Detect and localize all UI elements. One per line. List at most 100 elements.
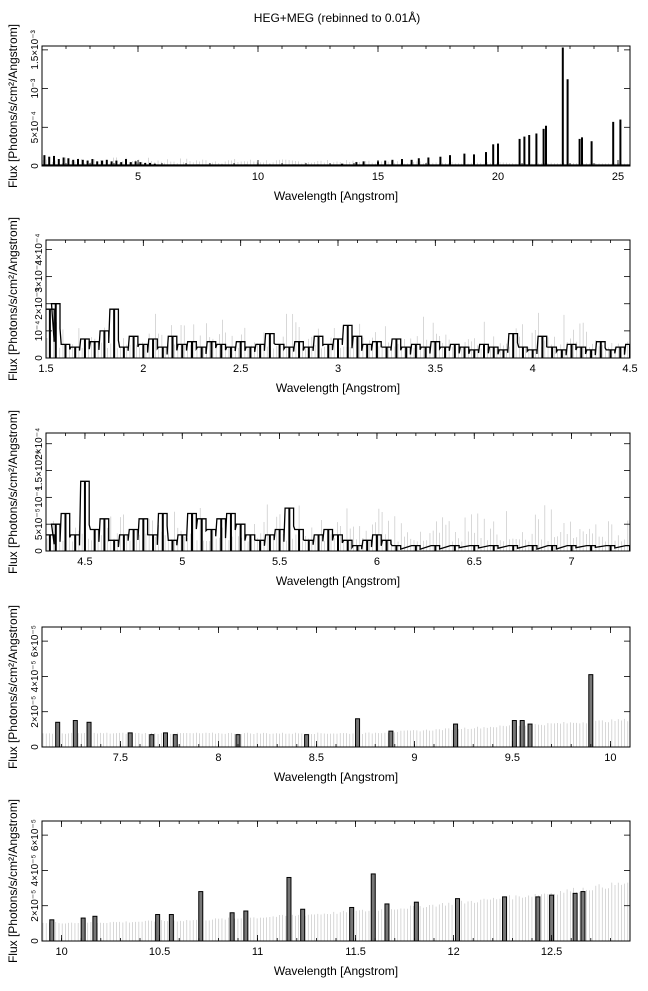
data-bar xyxy=(168,914,174,941)
y-tick-label: 10⁻⁴ xyxy=(34,321,45,342)
x-tick-label: 7.5 xyxy=(113,752,128,764)
spectrum-line xyxy=(46,480,630,551)
x-tick-label: 3 xyxy=(335,363,341,375)
y-tick-label: 2×10⁻⁴ xyxy=(34,288,45,320)
y-tick-label: 0 xyxy=(34,548,45,554)
data-bar xyxy=(511,720,517,747)
x-axis-label: Wavelength [Angstrom] xyxy=(274,770,398,784)
x-tick-label: 15 xyxy=(372,171,384,183)
data-bar xyxy=(453,723,459,747)
y-tick-label: 1.5×10⁻⁴ xyxy=(34,450,45,490)
data-bar xyxy=(300,908,306,941)
y-tick-label: 2×10⁻⁵ xyxy=(30,890,41,922)
data-bar xyxy=(549,894,555,941)
y-tick-label: 4×10⁻⁴ xyxy=(34,233,45,265)
x-axis-label: Wavelength [Angstrom] xyxy=(276,381,400,395)
plot-area xyxy=(42,873,629,941)
data-bar xyxy=(388,730,394,747)
data-bar xyxy=(86,721,92,747)
data-bar xyxy=(519,720,525,747)
data-bar xyxy=(355,718,361,747)
data-bar xyxy=(149,734,155,747)
x-tick-label: 7 xyxy=(569,556,575,568)
x-tick-label: 2.5 xyxy=(233,363,248,375)
x-tick-label: 10.5 xyxy=(149,946,170,958)
y-tick-label: 0 xyxy=(30,163,41,169)
data-bar xyxy=(535,896,541,941)
x-tick-label: 10 xyxy=(604,752,616,764)
x-tick-label: 5 xyxy=(135,171,141,183)
y-tick-label: 4×10⁻⁵ xyxy=(30,854,41,886)
figure-title: HEG+MEG (rebinned to 0.01Å) xyxy=(254,10,420,25)
y-axis-label: Flux [Photons/s/cm²/Angstrom] xyxy=(6,799,20,963)
x-axis-label: Wavelength [Angstrom] xyxy=(274,189,398,203)
x-tick-label: 3.5 xyxy=(428,363,443,375)
x-tick-label: 5.5 xyxy=(272,556,287,568)
data-bar xyxy=(580,891,586,941)
data-bar xyxy=(455,898,461,941)
x-tick-label: 10 xyxy=(55,946,67,958)
panel-5: 10 10.5 11 11.5 12 12.5 0 2×10⁻⁵ 4×10⁻⁵ 6×10⁻⁵ Wav… xyxy=(6,799,631,978)
data-bar xyxy=(588,674,594,747)
x-tick-label: 2 xyxy=(140,363,146,375)
panel-3: 4.5 5 5.5 6 6.5 7 0 5×10⁻⁵10⁻⁴1.5×10⁻⁴2×10⁻⁴ Wav… xyxy=(6,410,631,588)
plot-frame xyxy=(41,45,631,167)
x-tick-label: 4.5 xyxy=(622,363,637,375)
data-bar xyxy=(413,901,419,941)
y-tick-label: 6×10⁻⁵ xyxy=(30,819,41,851)
y-axis-label: Flux [Photons/s/cm²/Angstrom] xyxy=(6,605,20,769)
y-tick-label: 0 xyxy=(30,744,41,750)
data-bar xyxy=(304,734,310,747)
data-bar xyxy=(502,896,508,941)
y-axis-label: Flux [Photons/s/cm²/Angstrom] xyxy=(6,217,20,381)
data-bar xyxy=(172,734,178,747)
x-tick-label: 11.5 xyxy=(345,946,366,958)
x-tick-label: 25 xyxy=(612,171,624,183)
x-tick-label: 8 xyxy=(215,752,221,764)
y-tick-label: 1.5×10⁻³ xyxy=(30,29,41,69)
data-bar xyxy=(572,892,578,941)
panel-1: 5 10 15 20 25 0 5×10⁻⁴ 10⁻³ 1.5×10⁻³ Wavelength [… xyxy=(6,24,631,203)
y-tick-label: 2×10⁻⁵ xyxy=(30,696,41,728)
data-bar xyxy=(349,906,355,941)
data-bar xyxy=(80,917,86,941)
x-tick-label: 8.5 xyxy=(309,752,324,764)
x-tick-label: 4 xyxy=(530,363,536,375)
data-bar xyxy=(72,720,78,747)
y-tick-label: 5×10⁻⁵ xyxy=(34,508,45,540)
x-tick-label: 20 xyxy=(492,171,504,183)
x-tick-label: 1.5 xyxy=(38,363,53,375)
panel-4: 7.5 8 8.5 9 9.5 10 0 2×10⁻⁵ 4×10⁻⁵ 6×10⁻⁵ Waveleng… xyxy=(6,605,631,784)
x-tick-label: 6.5 xyxy=(467,556,482,568)
x-tick-label: 9.5 xyxy=(505,752,520,764)
x-axis-label: Wavelength [Angstrom] xyxy=(276,574,400,588)
x-tick-label: 4.5 xyxy=(77,556,92,568)
y-tick-label: 4×10⁻⁵ xyxy=(30,660,41,692)
plot-area xyxy=(42,47,630,166)
data-bar xyxy=(92,915,98,941)
y-tick-label: 2×10⁻⁴ xyxy=(34,428,45,460)
plot-area xyxy=(42,674,629,747)
data-bar xyxy=(49,919,55,941)
data-bar xyxy=(286,876,292,941)
data-bar xyxy=(384,903,390,941)
data-bar xyxy=(229,912,235,941)
data-bar xyxy=(243,910,249,941)
x-tick-label: 12.5 xyxy=(541,946,562,958)
data-bar xyxy=(370,873,376,941)
data-bar xyxy=(155,914,161,941)
spectrum-line xyxy=(46,303,630,356)
plot-area xyxy=(46,303,630,358)
y-tick-label: 0 xyxy=(30,938,41,944)
data-bar xyxy=(527,723,533,747)
x-tick-label: 10 xyxy=(252,171,264,183)
y-tick-label: 5×10⁻⁴ xyxy=(30,111,41,143)
data-bar xyxy=(127,732,133,747)
y-tick-label: 10⁻³ xyxy=(30,78,41,98)
plot-area xyxy=(46,480,630,551)
x-tick-label: 5 xyxy=(179,556,185,568)
x-tick-label: 11 xyxy=(252,946,263,958)
y-tick-label: 3×10⁻⁴ xyxy=(34,261,45,293)
